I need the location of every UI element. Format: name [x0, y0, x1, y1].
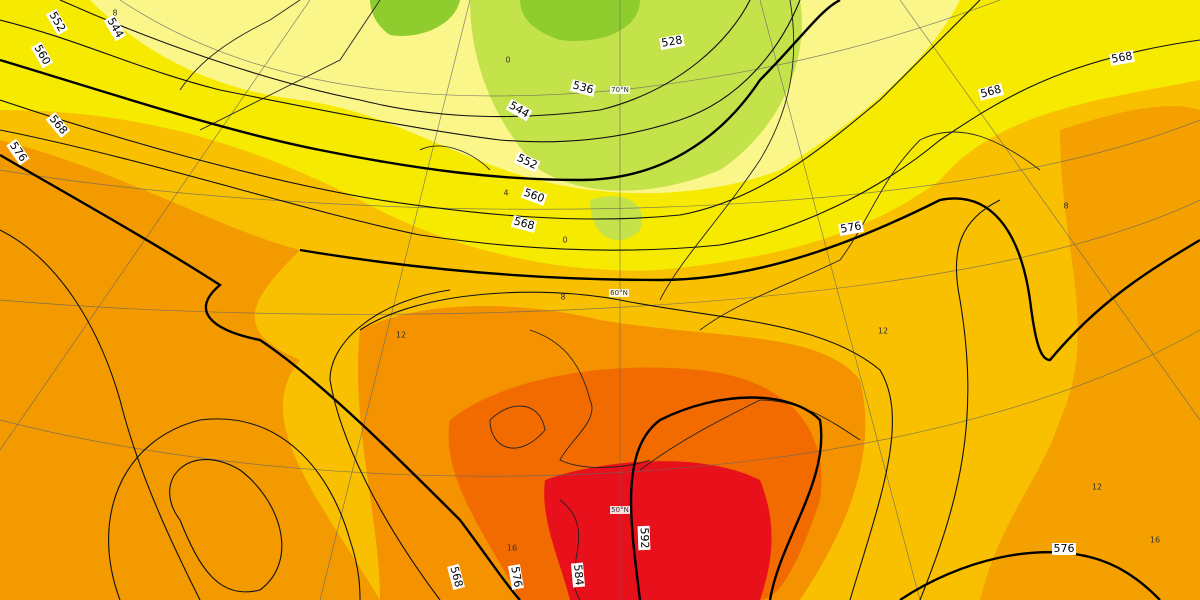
green-area — [370, 0, 460, 36]
coastline — [179, 0, 381, 131]
label-box — [609, 289, 629, 297]
label-box — [610, 86, 630, 94]
label-box — [838, 220, 864, 236]
green-area — [520, 0, 640, 41]
thickness-label: 12 — [396, 331, 406, 340]
contour-label: 576 — [508, 564, 525, 590]
coastline — [559, 399, 861, 600]
contour-line — [0, 0, 801, 143]
contour-line — [299, 197, 1200, 362]
contour-label: 528 — [659, 33, 685, 50]
contour-line — [108, 418, 361, 600]
meridian — [319, 0, 471, 600]
contour-label-text: 576 — [839, 219, 862, 235]
coastlines — [179, 0, 1041, 600]
orange-area — [980, 106, 1200, 600]
contour-line — [0, 0, 841, 182]
label-box — [1052, 543, 1076, 555]
label-box — [513, 151, 541, 173]
thickness-label: 12 — [1092, 483, 1102, 492]
contour-line — [0, 153, 521, 600]
label-box — [610, 506, 630, 514]
latitude-label: 70°N — [611, 86, 629, 94]
contour-label-text: 568 — [979, 83, 1003, 101]
label-box — [45, 111, 71, 139]
contour-label: 584 — [570, 562, 586, 588]
contour-line — [0, 0, 981, 220]
contour-label-text: 584 — [571, 564, 586, 586]
thickness-label: 16 — [1150, 536, 1160, 545]
contour-line — [169, 459, 283, 593]
latitude-label: 50°N — [611, 506, 629, 514]
thickness-label: 8 — [1063, 202, 1068, 211]
thickness-label: 8 — [112, 9, 117, 18]
label-box — [508, 564, 524, 590]
label-box — [45, 8, 69, 36]
contour-line — [0, 39, 1200, 251]
thickness-label: 0 — [505, 56, 510, 65]
contour-line — [919, 199, 1001, 600]
contour-label-text: 568 — [512, 215, 536, 233]
label-box — [505, 98, 533, 122]
contour-line — [329, 289, 451, 600]
contour-line — [0, 229, 201, 600]
red-area — [544, 461, 772, 600]
light-green-area — [590, 196, 642, 240]
label-box — [570, 562, 586, 588]
meridian — [0, 0, 311, 451]
latitude-label: 60°N — [610, 289, 628, 297]
contour-label-text: 568 — [1110, 49, 1133, 65]
thickness-label: 0 — [562, 236, 567, 245]
parallel — [0, 119, 1200, 210]
contour-label-text: 568 — [447, 565, 465, 589]
contour-label-text: 576 — [508, 565, 524, 588]
contour-line — [629, 396, 823, 600]
meridian — [899, 0, 1200, 421]
contour-label: 592 — [637, 525, 652, 551]
label-box — [103, 14, 127, 42]
light-green-area — [470, 0, 802, 191]
label-box — [1109, 50, 1135, 66]
parallel — [0, 199, 1200, 315]
thickness-label: 12 — [878, 327, 888, 336]
coastline — [419, 145, 491, 171]
coastline — [489, 329, 651, 468]
label-box — [6, 138, 30, 166]
label-box — [30, 41, 54, 69]
contour-label-text: 528 — [660, 33, 683, 49]
contour-label: 576 — [1052, 542, 1076, 555]
thickness-label: 8 — [560, 293, 565, 302]
contour-line — [59, 0, 751, 118]
coastline — [659, 0, 1041, 331]
parallel — [0, 329, 1200, 477]
contour-line — [359, 291, 893, 600]
orange-area — [0, 140, 380, 600]
contour-label: 568 — [1109, 49, 1135, 66]
parallel — [119, 0, 1001, 97]
thickness-label: 16 — [507, 544, 517, 553]
contour-label-text: 592 — [638, 527, 652, 548]
contour-label: 568 — [447, 563, 465, 591]
label-box — [520, 186, 548, 206]
contour-label-text: 536 — [571, 79, 595, 97]
contour-label: 576 — [838, 219, 864, 236]
label-box — [659, 34, 685, 50]
contour-label-text: 576 — [1054, 542, 1075, 555]
label-box — [447, 563, 465, 591]
label-box — [637, 525, 651, 551]
thickness-label: 4 — [503, 189, 508, 198]
